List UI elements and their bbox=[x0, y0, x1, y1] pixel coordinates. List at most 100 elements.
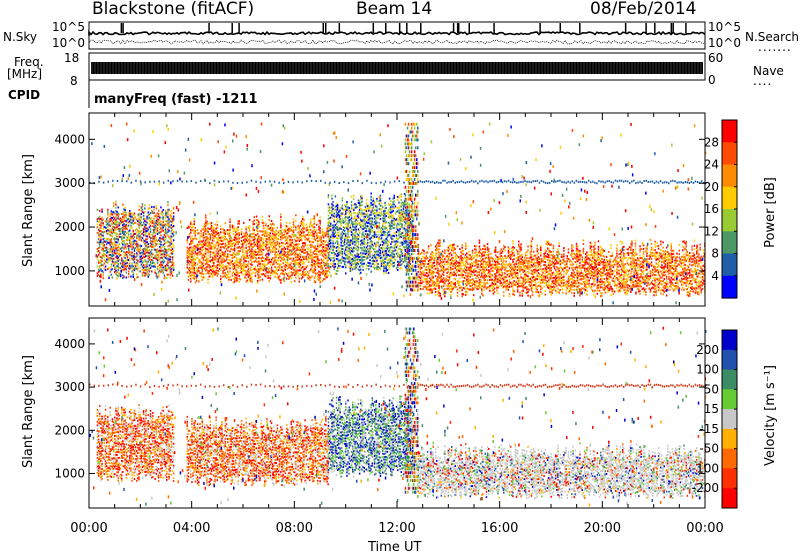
scatter-cell bbox=[399, 228, 401, 230]
scatter-cell bbox=[129, 260, 131, 262]
scatter-cell bbox=[161, 246, 163, 248]
scatter-cell bbox=[402, 249, 404, 251]
scatter-cell bbox=[463, 258, 465, 260]
scatter-cell bbox=[103, 265, 105, 267]
scatter-cell bbox=[245, 244, 247, 246]
scatter-cell bbox=[248, 261, 250, 263]
scatter-cell bbox=[101, 260, 103, 262]
scatter-cell bbox=[160, 206, 162, 208]
scatter-cell bbox=[160, 234, 162, 236]
scatter-cell bbox=[190, 278, 192, 280]
scatter-cell bbox=[266, 247, 268, 249]
scatter-cell bbox=[257, 233, 259, 235]
scatter-cell bbox=[241, 231, 243, 233]
scatter-cell bbox=[337, 218, 339, 220]
scatter-cell bbox=[137, 262, 139, 264]
scatter-cell bbox=[327, 249, 329, 251]
scatter-cell bbox=[345, 213, 347, 215]
scatter-cell bbox=[332, 201, 334, 203]
scatter-cell bbox=[307, 271, 309, 273]
scatter-cell bbox=[364, 246, 366, 248]
scatter-cell bbox=[220, 278, 222, 280]
scatter-cell bbox=[258, 226, 260, 228]
scatter-cell bbox=[138, 205, 140, 207]
scatter-cell bbox=[434, 265, 436, 267]
scatter-cell bbox=[272, 244, 274, 246]
scatter-cell bbox=[296, 240, 298, 242]
scatter-cell bbox=[199, 251, 201, 253]
scatter-cell bbox=[271, 220, 273, 222]
scatter-cell bbox=[369, 256, 371, 258]
scatter-cell bbox=[380, 200, 382, 202]
scatter-cell bbox=[295, 214, 297, 216]
scatter-cell bbox=[427, 257, 429, 259]
scatter-cell bbox=[136, 241, 138, 243]
scatter-cell bbox=[148, 261, 150, 263]
scatter-cell bbox=[306, 224, 308, 226]
scatter-cell bbox=[137, 260, 139, 262]
scatter-cell bbox=[205, 256, 207, 258]
scatter-cell bbox=[225, 272, 227, 274]
scatter-cell bbox=[367, 239, 369, 241]
scatter-cell bbox=[342, 200, 344, 202]
scatter-cell bbox=[236, 269, 238, 271]
scatter-cell bbox=[308, 247, 310, 249]
scatter-cell bbox=[123, 240, 125, 242]
scatter-cell bbox=[440, 242, 442, 244]
scatter-cell bbox=[228, 279, 230, 281]
scatter-cell bbox=[118, 241, 120, 243]
scatter-cell bbox=[157, 227, 159, 229]
scatter-cell bbox=[229, 259, 231, 261]
scatter-cell bbox=[390, 200, 392, 202]
scatter-cell bbox=[367, 257, 369, 259]
scatter-cell bbox=[387, 236, 389, 238]
scatter-cell bbox=[293, 218, 295, 220]
scatter-cell bbox=[157, 230, 159, 232]
scatter-cell bbox=[396, 235, 398, 237]
scatter-cell bbox=[99, 246, 101, 248]
scatter-cell bbox=[272, 273, 274, 275]
scatter-cell bbox=[304, 244, 306, 246]
scatter-cell bbox=[249, 230, 251, 232]
scatter-cell bbox=[241, 228, 243, 230]
scatter-cell bbox=[350, 211, 352, 213]
scatter-cell bbox=[210, 256, 212, 258]
scatter-cell bbox=[151, 270, 153, 272]
scatter-cell bbox=[443, 261, 445, 263]
scatter-cell bbox=[466, 259, 468, 261]
scatter-cell bbox=[430, 261, 432, 263]
scatter-cell bbox=[153, 206, 155, 208]
scatter-cell bbox=[382, 247, 384, 249]
scatter-cell bbox=[346, 201, 348, 203]
scatter-cell bbox=[151, 217, 153, 219]
scatter-cell bbox=[154, 235, 156, 237]
scatter-cell bbox=[459, 277, 461, 279]
scatter-cell bbox=[358, 249, 360, 251]
scatter-cell bbox=[437, 261, 439, 263]
scatter-cell bbox=[129, 262, 131, 264]
scatter-cell bbox=[113, 258, 115, 260]
scatter-cell bbox=[146, 222, 148, 224]
scatter-cell bbox=[376, 222, 378, 224]
scatter-cell bbox=[449, 248, 451, 250]
scatter-cell bbox=[228, 254, 230, 256]
scatter-cell bbox=[267, 243, 269, 245]
scatter-cell bbox=[214, 247, 216, 249]
scatter-cell bbox=[351, 217, 353, 219]
scatter-cell bbox=[205, 273, 207, 275]
scatter-cell bbox=[280, 219, 282, 221]
scatter-cell bbox=[377, 263, 379, 265]
scatter-cell bbox=[435, 275, 437, 277]
scatter-cell bbox=[379, 203, 381, 205]
scatter-cell bbox=[308, 261, 310, 263]
scatter-cell bbox=[142, 205, 144, 207]
scatter-cell bbox=[331, 217, 333, 219]
scatter-cell bbox=[457, 245, 459, 247]
scatter-cell bbox=[332, 242, 334, 244]
scatter-cell bbox=[276, 248, 278, 250]
scatter-cell bbox=[133, 265, 135, 267]
scatter-cell bbox=[280, 222, 282, 224]
scatter-cell bbox=[436, 266, 438, 268]
scatter-cell bbox=[379, 222, 381, 224]
scatter-cell bbox=[124, 209, 126, 211]
